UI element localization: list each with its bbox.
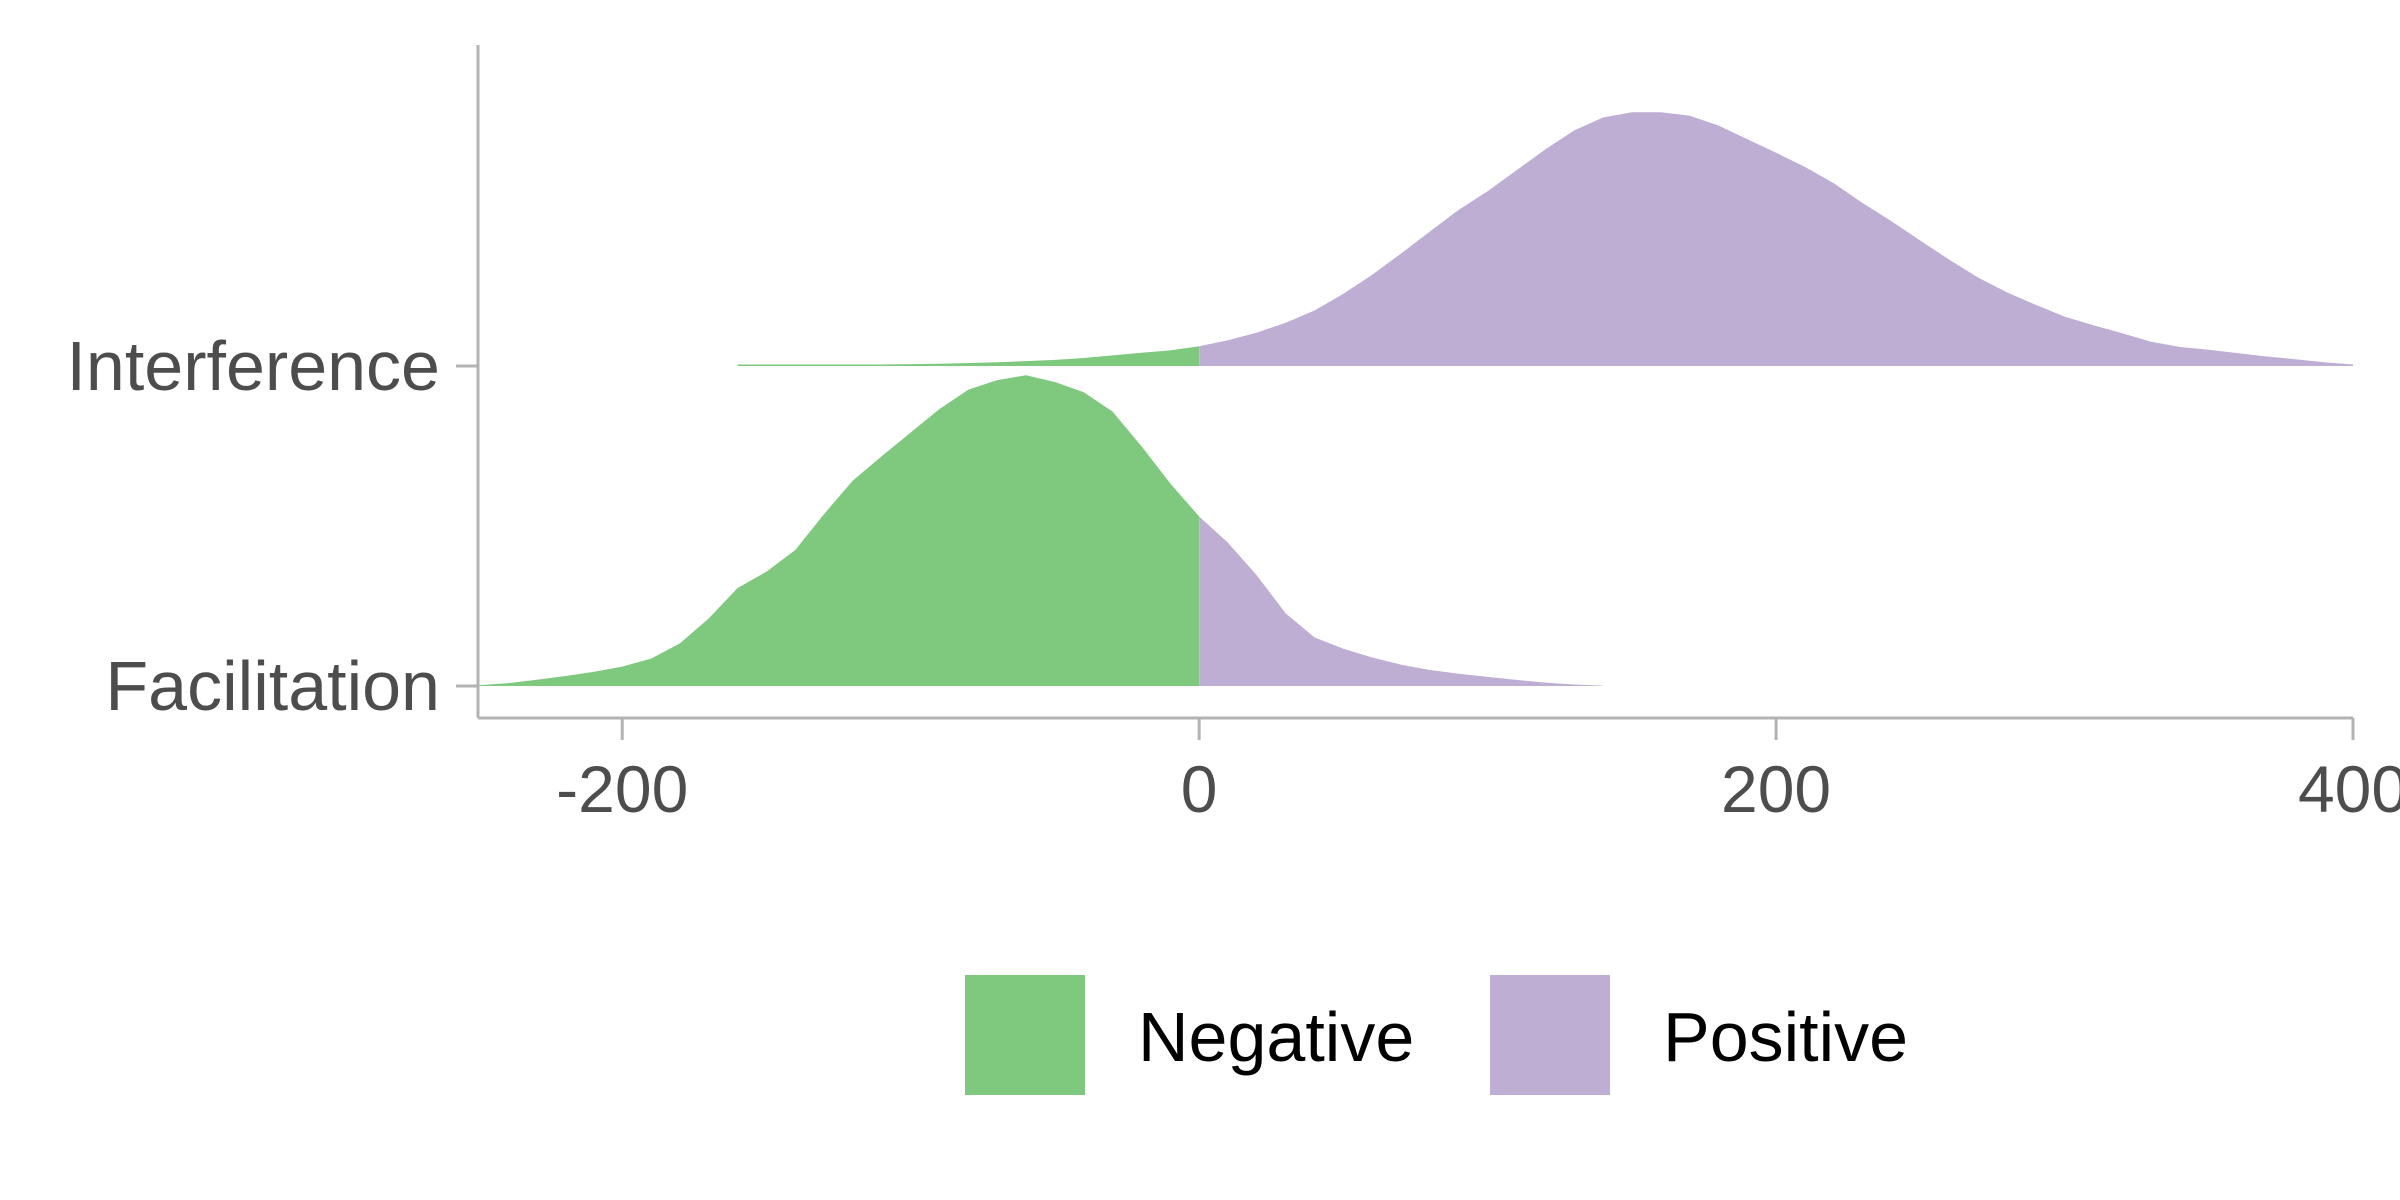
legend-label-positive: Positive bbox=[1663, 998, 1908, 1076]
legend: Negative Positive bbox=[965, 975, 1908, 1095]
plot-area bbox=[478, 112, 2353, 686]
density-area-interference-negative bbox=[737, 346, 1200, 366]
legend-key-negative bbox=[965, 975, 1085, 1095]
density-area-facilitation-positive bbox=[1199, 516, 1603, 686]
density-area-facilitation-negative bbox=[478, 375, 1200, 686]
y-tick-label-facilitation: Facilitation bbox=[105, 647, 440, 725]
x-tick-label: -200 bbox=[556, 752, 688, 826]
x-tick-label: 0 bbox=[1181, 752, 1218, 826]
x-tick-label: 400 bbox=[2298, 752, 2400, 826]
legend-label-negative: Negative bbox=[1138, 998, 1414, 1076]
y-tick-label-interference: Interference bbox=[66, 327, 440, 405]
axes: Facilitation Interference -200 0 200 400 bbox=[66, 45, 2400, 826]
x-tick-label: 200 bbox=[1721, 752, 1831, 826]
density-area-interference-positive bbox=[1199, 112, 2353, 366]
legend-key-positive bbox=[1490, 975, 1610, 1095]
